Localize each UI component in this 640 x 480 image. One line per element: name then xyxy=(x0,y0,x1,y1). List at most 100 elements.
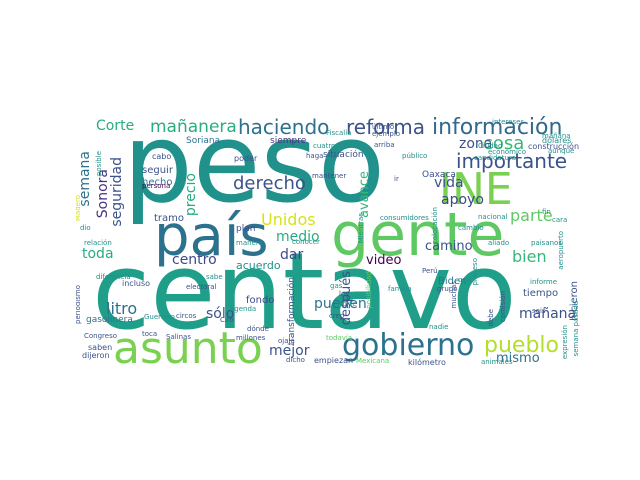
word-seguir: seguir xyxy=(142,165,173,176)
word-dolares: dólares xyxy=(542,136,572,145)
word-avance: avance xyxy=(357,171,372,219)
word-fondo: fondo xyxy=(246,295,275,306)
word-centavo: centavo xyxy=(92,230,517,353)
word-dijeron: dijeron xyxy=(82,351,110,360)
word-intereses: intereses xyxy=(492,118,525,126)
word-conocer: conocer xyxy=(292,238,320,246)
word-biden: Biden xyxy=(438,276,467,287)
word-mejor: mejor xyxy=(269,343,310,359)
word-expresion: expresión xyxy=(561,325,569,360)
word-fiscalia: Fiscalía xyxy=(326,129,352,137)
word-salinas: Salinas xyxy=(166,333,191,341)
word-todavia: todavía xyxy=(326,334,353,342)
word-electoral: electoral xyxy=(186,283,217,291)
word-pueden: pueden xyxy=(314,296,367,312)
word-comision: comisión xyxy=(499,291,507,323)
word-manana: mañana xyxy=(519,306,577,322)
word-mantener: mantener xyxy=(312,172,347,180)
word-relacion: relación xyxy=(84,239,112,247)
word-importante: importante xyxy=(456,149,568,173)
word-consumidores: consumidores xyxy=(380,214,429,222)
word-ojala: ojalá xyxy=(278,337,295,345)
word-donde: dónde xyxy=(247,325,269,333)
word-guerrero: Guerrero xyxy=(144,313,175,321)
word-sonora: Sonora xyxy=(95,169,111,219)
word-transformacion: transformación xyxy=(287,277,297,346)
word-gobierno: gobierno xyxy=(342,328,475,363)
word-cabo: cabo xyxy=(152,152,172,161)
word-precio: precio xyxy=(183,173,199,217)
word-tiempo: tiempo xyxy=(523,288,559,299)
word-kilometro: kilómetro xyxy=(408,358,446,367)
word-aunque: aunque xyxy=(548,147,575,155)
word-plan: plan xyxy=(236,224,256,234)
word-sabe: sabe xyxy=(206,273,223,281)
word-proceso: proceso xyxy=(471,258,479,286)
word-creo: creo xyxy=(329,312,345,320)
word-fin: fin xyxy=(542,208,551,216)
word-manana-small: mañana xyxy=(542,132,571,140)
word-circos: circos xyxy=(176,312,197,320)
word-acuerdo: acuerdo xyxy=(236,259,281,272)
word-siempre: siempre xyxy=(270,136,307,146)
word-empiezan: empiezan xyxy=(314,356,354,365)
word-cosa: cosa xyxy=(483,133,525,154)
word-posibilidad: posibilidad xyxy=(365,271,373,309)
word-manera: manera xyxy=(236,239,264,247)
word-ultimo: último xyxy=(372,123,395,131)
word-agenda: agenda xyxy=(230,305,257,313)
word-incluso: incluso xyxy=(122,279,151,288)
word-debe: debe xyxy=(487,309,495,327)
word-ir: ir xyxy=(394,175,399,183)
word-derecho: derecho xyxy=(233,173,306,194)
word-congreso: Congreso xyxy=(84,332,118,340)
word-hecho: hecho xyxy=(142,177,173,188)
word-toca: toca xyxy=(142,330,158,338)
word-mismo: mismo xyxy=(496,351,540,366)
word-economico: económico xyxy=(488,148,527,156)
word-ine: INE xyxy=(439,164,513,215)
word-centro: centro xyxy=(172,252,217,268)
word-mananera: mañanera xyxy=(150,117,237,137)
word-cloud: peso centavo gente país asunto INE gobie… xyxy=(76,113,586,369)
word-persona: persona xyxy=(142,182,171,190)
word-informe: informe xyxy=(530,278,558,286)
word-oaxaca: Oaxaca xyxy=(422,170,456,180)
word-periodismo: periodismo xyxy=(76,285,82,324)
word-pueblo: pueblo xyxy=(484,333,559,358)
word-parte: parte xyxy=(510,206,553,225)
word-bien: bien xyxy=(512,247,547,266)
word-zona: zona xyxy=(459,136,493,152)
word-haga: haga xyxy=(306,152,324,160)
word-reforma: reforma xyxy=(346,115,425,139)
word-gas: gas xyxy=(330,282,343,290)
word-ley: ley xyxy=(339,290,350,298)
word-medio: medio xyxy=(276,229,320,245)
word-norte: norte xyxy=(338,300,357,308)
word-saben: saben xyxy=(88,343,113,352)
word-dio: dio xyxy=(80,224,91,232)
word-semana-pasada: semana pasada xyxy=(572,301,580,357)
word-posible: posible xyxy=(95,151,103,177)
word-muchas: muchas xyxy=(450,281,458,309)
word-ejemplo: ejemplo xyxy=(372,130,401,138)
word-seguridad: seguridad xyxy=(109,157,125,227)
word-pais: país xyxy=(154,204,269,269)
word-colocacion: colocación xyxy=(431,207,439,245)
word-seis: seis xyxy=(532,307,546,315)
word-arriba: arriba xyxy=(374,141,395,149)
word-dar: dar xyxy=(280,247,304,263)
word-video: video xyxy=(366,253,402,268)
word-situacion: situación xyxy=(323,150,364,160)
word-diferencia: diferencia xyxy=(96,273,131,281)
word-ciro: Ciro xyxy=(220,316,234,324)
word-peso: peso xyxy=(123,113,386,227)
word-aeropuerto: aeropuerto xyxy=(557,231,565,270)
word-cuatro: cuatro xyxy=(313,142,336,150)
word-cara: cara xyxy=(552,216,568,224)
word-mientras: Mientras xyxy=(357,213,365,244)
word-poder: poder xyxy=(234,154,258,163)
word-mexicana: Mexicana xyxy=(356,357,390,365)
word-haciendo: haciendo xyxy=(238,115,330,139)
word-construccion: construcción xyxy=(528,142,580,151)
